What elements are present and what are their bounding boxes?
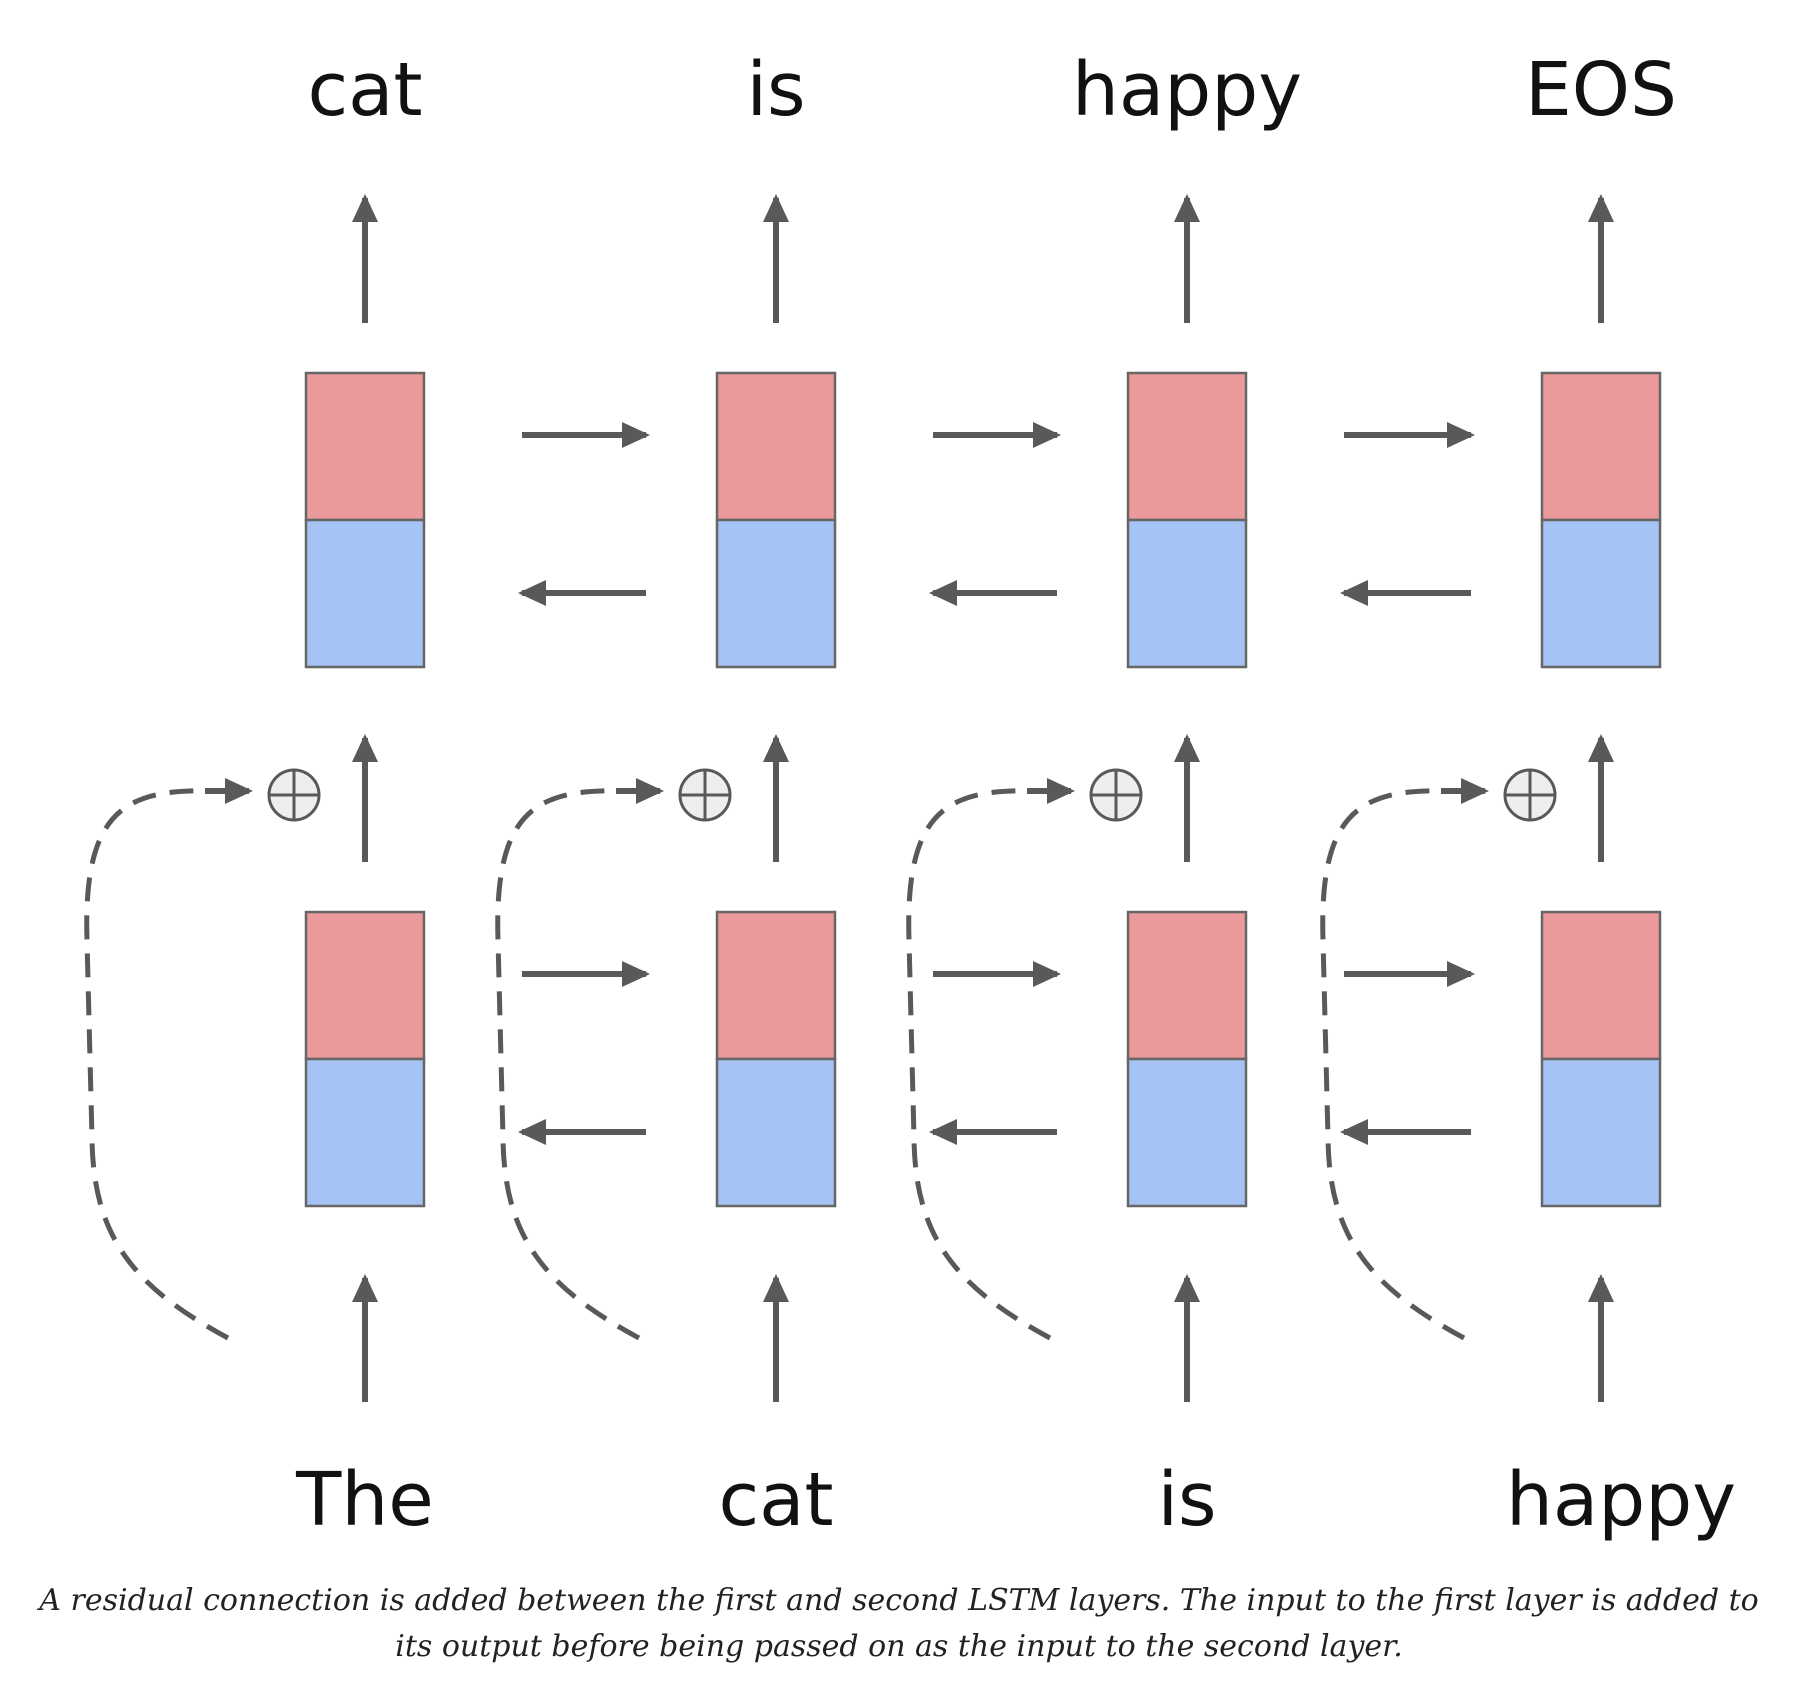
layer-2-cell-4 xyxy=(1540,371,1662,669)
residual-path-1 xyxy=(84,788,230,1341)
layer-1-cell-1 xyxy=(304,910,426,1208)
output-arrows xyxy=(352,194,1614,323)
lower-recurrent-arrows xyxy=(518,961,1475,1145)
input-word-3: is xyxy=(1157,1457,1216,1543)
layer-1-cell-3-backward xyxy=(1126,1057,1248,1208)
input-words: The cat is happy xyxy=(295,1457,1736,1543)
figure-caption: A residual connection is added between t… xyxy=(39,1583,1759,1664)
output-words: cat is happy EOS xyxy=(307,47,1677,133)
layer-2-cell-3-forward xyxy=(1126,371,1248,522)
layer-2-cell-2 xyxy=(715,371,837,669)
output-word-3: happy xyxy=(1072,47,1302,133)
layer-1-cell-4-backward xyxy=(1540,1057,1662,1208)
layer-1-cell-2 xyxy=(715,910,837,1208)
layer-2-cell-3-backward xyxy=(1126,518,1248,669)
upper-recurrent-arrows xyxy=(518,422,1475,606)
residual-connections xyxy=(84,778,1489,1341)
layer-1-cell-1-forward xyxy=(304,910,426,1061)
layer-1-cell-2-backward xyxy=(715,1057,837,1208)
input-word-1: The xyxy=(295,1457,434,1543)
residual-add-icon-2 xyxy=(678,768,732,822)
layer-1-cell-2-forward xyxy=(715,910,837,1061)
output-word-1: cat xyxy=(307,47,422,133)
residual-add-icon-4 xyxy=(1503,768,1557,822)
layer-1-cell-4-forward xyxy=(1540,910,1662,1061)
residual-add-nodes xyxy=(267,768,1557,822)
layer-2-cell-3 xyxy=(1126,371,1248,669)
residual-add-icon-3 xyxy=(1089,768,1143,822)
layer-1-cell-4 xyxy=(1540,910,1662,1208)
output-word-4: EOS xyxy=(1525,47,1677,133)
layer-2-cell-1 xyxy=(304,371,426,669)
layer-1-cell-3 xyxy=(1126,910,1248,1208)
residual-path-3 xyxy=(906,788,1052,1341)
lower-lstm-layer xyxy=(304,910,1662,1208)
layer-2-cell-4-backward xyxy=(1540,518,1662,669)
input-word-4: happy xyxy=(1506,1457,1736,1543)
layer-2-cell-1-forward xyxy=(304,371,426,522)
residual-path-4 xyxy=(1320,788,1466,1341)
layer-1-cell-3-forward xyxy=(1126,910,1248,1061)
layer-1-cell-1-backward xyxy=(304,1057,426,1208)
input-arrows xyxy=(352,1274,1614,1402)
output-word-2: is xyxy=(746,47,805,133)
inter-layer-arrows xyxy=(352,734,1614,862)
layer-2-cell-1-backward xyxy=(304,518,426,669)
layer-2-cell-4-forward xyxy=(1540,371,1662,522)
layer-2-cell-2-forward xyxy=(715,371,837,522)
residual-path-2 xyxy=(495,788,641,1341)
input-word-2: cat xyxy=(718,1457,833,1543)
layer-2-cell-2-backward xyxy=(715,518,837,669)
upper-lstm-layer xyxy=(304,371,1662,669)
residual-lstm-diagram: cat is happy EOS The cat is happy xyxy=(84,47,1736,1543)
residual-add-icon-1 xyxy=(267,768,321,822)
